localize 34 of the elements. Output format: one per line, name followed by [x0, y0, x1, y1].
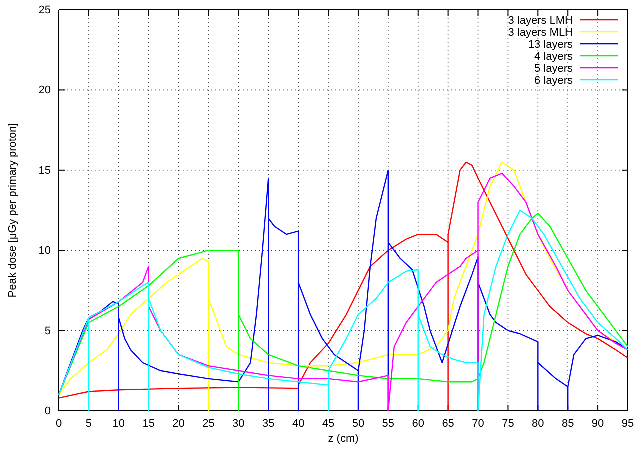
x-tick-label: 55	[382, 418, 395, 430]
legend-label: 5 layers	[534, 63, 574, 75]
x-tick-label: 15	[142, 418, 155, 430]
x-tick-label: 80	[532, 418, 544, 430]
x-tick-label: 5	[86, 418, 92, 430]
y-axis-title: Peak dose [μGy per primary proton]	[7, 123, 19, 298]
legend-label: 4 layers	[534, 51, 574, 63]
x-tick-label: 25	[202, 418, 215, 430]
x-tick-label: 65	[442, 418, 454, 430]
x-tick-label: 10	[112, 418, 126, 430]
x-tick-label: 75	[502, 418, 514, 430]
legend-label: 3 layers MLH	[508, 27, 574, 39]
x-tick-label: 40	[292, 418, 305, 430]
y-tick-label: 10	[38, 245, 51, 258]
x-tick-label: 50	[352, 418, 365, 430]
x-tick-label: 70	[472, 418, 484, 430]
y-tick-label: 15	[38, 164, 51, 177]
legend-label: 6 layers	[534, 75, 574, 87]
x-tick-label: 35	[262, 418, 275, 430]
x-tick-label: 90	[592, 418, 604, 430]
x-axis-title: z (cm)	[328, 433, 359, 445]
y-tick-label: 0	[44, 406, 51, 418]
x-tick-label: 20	[172, 418, 185, 430]
legend-label: 3 layers LMH	[508, 15, 574, 27]
x-tick-label: 30	[232, 418, 245, 430]
y-tick-label: 25	[38, 4, 51, 17]
x-tick-label: 60	[412, 418, 424, 430]
y-tick-label: 5	[44, 325, 51, 338]
x-tick-label: 45	[322, 418, 335, 430]
y-tick-label: 20	[38, 84, 51, 97]
x-tick-label: 85	[562, 418, 574, 430]
x-tick-label: 95	[622, 418, 634, 430]
legend-label: 13 layers	[528, 39, 574, 51]
x-tick-label: 0	[56, 418, 62, 430]
